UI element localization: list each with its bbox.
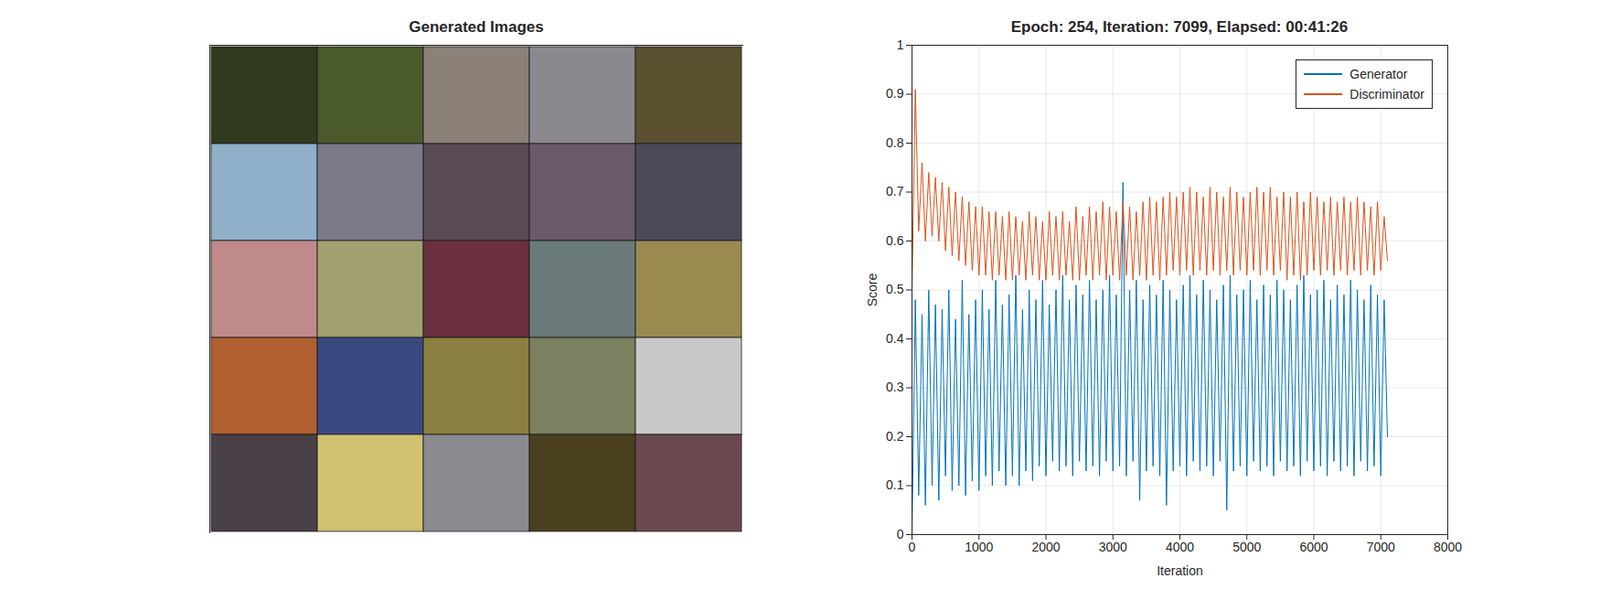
svg-text:0.2: 0.2 xyxy=(885,428,905,444)
svg-text:1: 1 xyxy=(896,37,905,53)
svg-text:0: 0 xyxy=(908,539,917,555)
svg-text:0.7: 0.7 xyxy=(885,183,905,199)
html-text:Generator: Generator xyxy=(1349,66,1408,82)
html-text:Generated Images: Generated Images xyxy=(408,18,544,36)
html-text:Discriminator: Discriminator xyxy=(1349,86,1425,102)
svg-text:3000: 3000 xyxy=(1098,539,1128,555)
html-text:Epoch: 254, Iteration: 7099, E: Epoch: 254, Iteration: 7099, Elapsed: 00… xyxy=(1011,18,1348,36)
svg-text:Iteration: Iteration xyxy=(1156,563,1204,578)
svg-text:0.1: 0.1 xyxy=(885,477,905,492)
svg-text:0: 0 xyxy=(896,526,905,542)
svg-text:0.4: 0.4 xyxy=(885,330,905,346)
svg-text:0.9: 0.9 xyxy=(885,85,905,101)
svg-text:5000: 5000 xyxy=(1232,539,1261,555)
svg-text:0.6: 0.6 xyxy=(885,233,905,248)
svg-text:Score: Score xyxy=(864,273,880,308)
svg-text:4000: 4000 xyxy=(1165,539,1195,555)
svg-text:6000: 6000 xyxy=(1299,539,1328,555)
svg-text:7000: 7000 xyxy=(1366,539,1396,555)
svg-text:2000: 2000 xyxy=(1031,539,1060,555)
svg-text:8000: 8000 xyxy=(1433,539,1462,555)
svg-text:0.5: 0.5 xyxy=(885,281,905,297)
svg-text:0.3: 0.3 xyxy=(885,379,905,395)
svg-text:0.8: 0.8 xyxy=(885,135,905,150)
svg-text:1000: 1000 xyxy=(964,539,993,555)
